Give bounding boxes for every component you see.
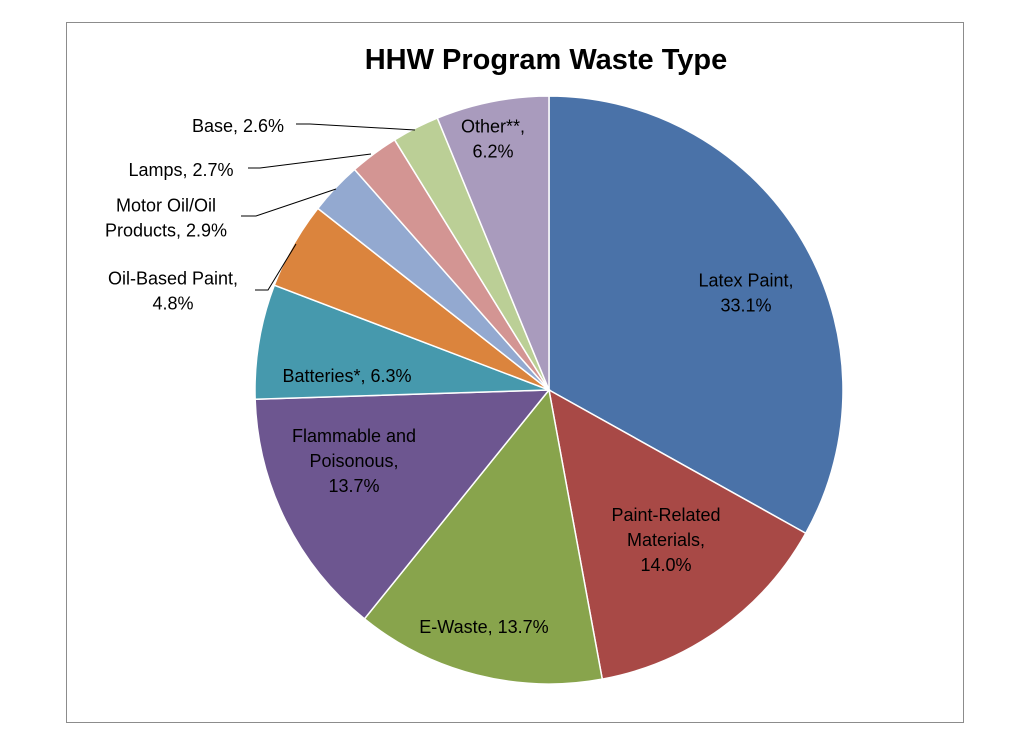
data-label-2: Paint-Related Materials, 14.0% — [611, 505, 720, 575]
data-label-6: Oil-Based Paint, 4.8% — [108, 269, 238, 314]
chart-title: HHW Program Waste Type — [364, 44, 728, 76]
data-label-9: Base, 2.6% — [192, 116, 284, 136]
leader-line-8 — [248, 153, 372, 169]
data-label-3: E-Waste, 13.7% — [419, 617, 548, 637]
pie-slice-3 — [363, 388, 604, 685]
pie-slice-1 — [548, 95, 844, 535]
pie-slice-2 — [547, 388, 807, 681]
leader-line-6 — [255, 243, 297, 291]
data-label-1: Latex Paint, 33.1% — [698, 271, 793, 316]
leader-line-7 — [241, 188, 337, 217]
pie-slice-5 — [254, 284, 550, 401]
data-label-10: Other**, 6.2% — [461, 117, 525, 162]
pie-slice-4 — [254, 389, 551, 620]
data-label-5: Batteries*, 6.3% — [282, 366, 411, 386]
data-label-8: Lamps, 2.7% — [128, 160, 233, 180]
data-label-4: Flammable and Poisonous, 13.7% — [292, 426, 416, 496]
data-label-7: Motor Oil/Oil Products, 2.9% — [105, 196, 227, 241]
pie-slice-10 — [436, 95, 550, 391]
leader-line-9 — [296, 123, 416, 131]
